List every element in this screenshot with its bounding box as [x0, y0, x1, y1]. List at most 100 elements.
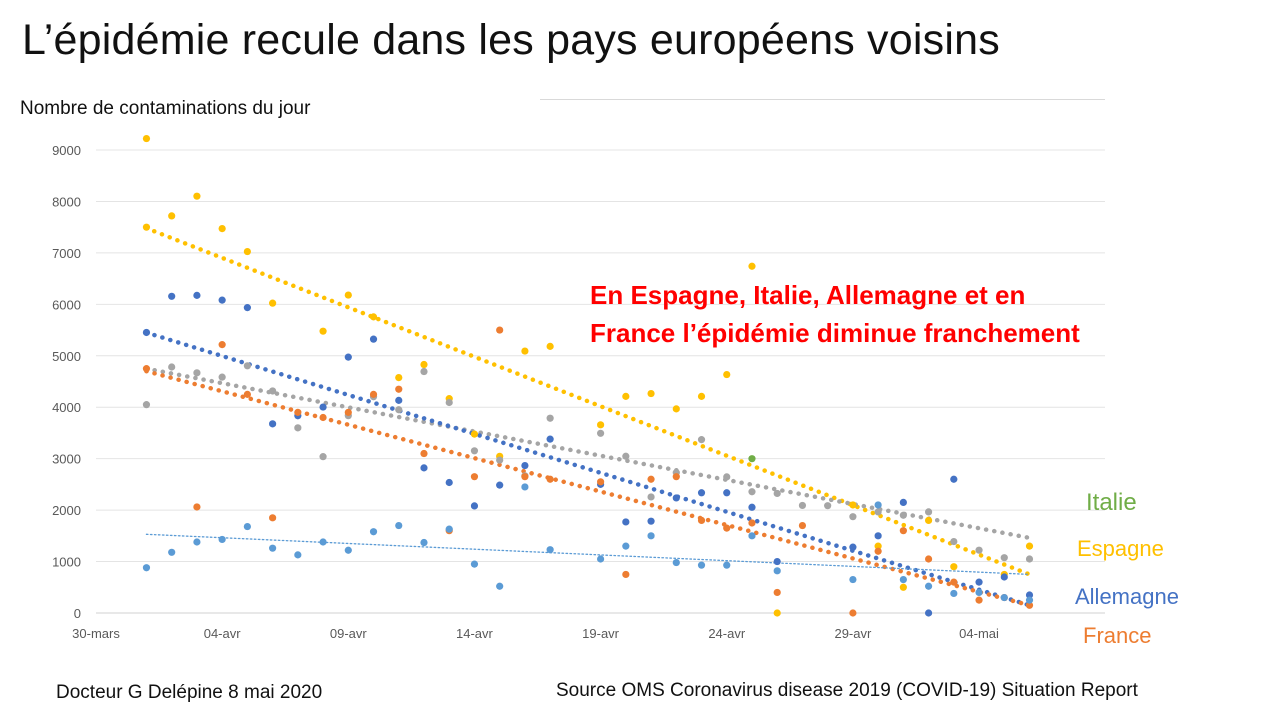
data-point [420, 464, 428, 472]
data-point [470, 447, 479, 455]
data-point [697, 392, 706, 400]
data-point [647, 493, 655, 501]
data-point [142, 328, 151, 337]
y-tick-label: 0 [74, 606, 81, 621]
data-point [975, 578, 983, 586]
data-point [395, 373, 403, 382]
y-tick-label: 1000 [52, 555, 81, 570]
data-point [849, 609, 857, 617]
x-tick-label: 24-avr [708, 626, 746, 641]
data-point [672, 405, 680, 413]
page-title: L’épidémie recule dans les pays européen… [22, 16, 1000, 64]
data-point [395, 396, 403, 404]
data-point [218, 296, 226, 304]
data-point [1025, 601, 1034, 609]
data-point [445, 398, 453, 407]
data-point [773, 557, 781, 566]
data-point [899, 575, 907, 584]
data-point [748, 262, 756, 270]
data-point [950, 537, 958, 546]
data-point [269, 387, 277, 395]
data-point [546, 435, 554, 443]
data-point [420, 367, 428, 376]
data-point [773, 609, 781, 617]
data-point [748, 519, 756, 527]
data-point [546, 414, 554, 422]
data-point [647, 389, 655, 398]
data-point [319, 453, 327, 461]
data-point [243, 304, 251, 312]
data-point [824, 502, 832, 510]
y-tick-label: 4000 [52, 400, 81, 415]
data-point [496, 326, 504, 334]
data-point [597, 478, 605, 486]
y-tick-label: 6000 [52, 297, 81, 312]
data-point [748, 532, 756, 540]
data-point [218, 373, 226, 381]
data-point [1025, 542, 1034, 550]
data-point [142, 401, 151, 409]
data-point [168, 292, 176, 300]
data-point [597, 555, 605, 563]
data-point [899, 511, 907, 519]
data-point [344, 291, 352, 299]
data-point [950, 578, 958, 586]
data-point [672, 473, 680, 481]
divider-line [540, 99, 1105, 100]
data-point [899, 583, 907, 591]
x-tick-label: 04-avr [204, 626, 242, 641]
data-point [647, 532, 655, 540]
data-point [697, 561, 706, 569]
data-point [546, 546, 554, 554]
data-point [723, 473, 731, 481]
data-point [420, 538, 428, 547]
data-point [874, 532, 882, 540]
trendline [144, 368, 1032, 608]
y-tick-label: 2000 [52, 503, 81, 518]
data-point [1025, 596, 1034, 604]
data-point [622, 518, 630, 526]
data-point [672, 494, 680, 502]
trendline [144, 366, 1032, 541]
data-point [1025, 555, 1034, 563]
data-point [243, 247, 251, 256]
y-tick-label: 7000 [52, 246, 81, 261]
data-point [975, 596, 983, 604]
data-point [269, 299, 277, 307]
data-point [269, 514, 277, 522]
author-credit: Docteur G Delépine 8 mai 2020 [56, 682, 323, 703]
data-point [193, 538, 201, 546]
data-point [950, 589, 958, 598]
data-point [950, 563, 958, 571]
data-point [798, 521, 807, 530]
data-point [723, 561, 731, 569]
y-axis-label: Nombre de contaminations du jour [20, 98, 311, 119]
data-point [924, 609, 933, 617]
data-point [647, 475, 655, 483]
data-point [369, 390, 378, 398]
data-point [723, 370, 731, 379]
data-point [773, 588, 781, 597]
trendline [144, 330, 1032, 608]
data-point [521, 483, 529, 491]
x-tick-label: 04-mai [959, 626, 999, 641]
y-tick-label: 8000 [52, 194, 81, 209]
data-point [445, 525, 453, 533]
data-point [470, 430, 479, 438]
data-point [269, 420, 277, 428]
data-point [697, 516, 706, 525]
data-point [395, 385, 403, 393]
data-point [496, 481, 504, 489]
data-point [672, 558, 680, 567]
data-point [874, 547, 882, 555]
x-tick-label: 09-avr [330, 626, 368, 641]
data-point [470, 560, 479, 568]
data-point [218, 535, 226, 544]
data-point [193, 503, 201, 511]
data-point [496, 456, 504, 464]
data-point [1025, 591, 1034, 599]
data-point [521, 473, 529, 481]
annotation-text: En Espagne, Italie, Allemagne et en Fran… [590, 276, 1150, 352]
data-point [193, 291, 201, 299]
